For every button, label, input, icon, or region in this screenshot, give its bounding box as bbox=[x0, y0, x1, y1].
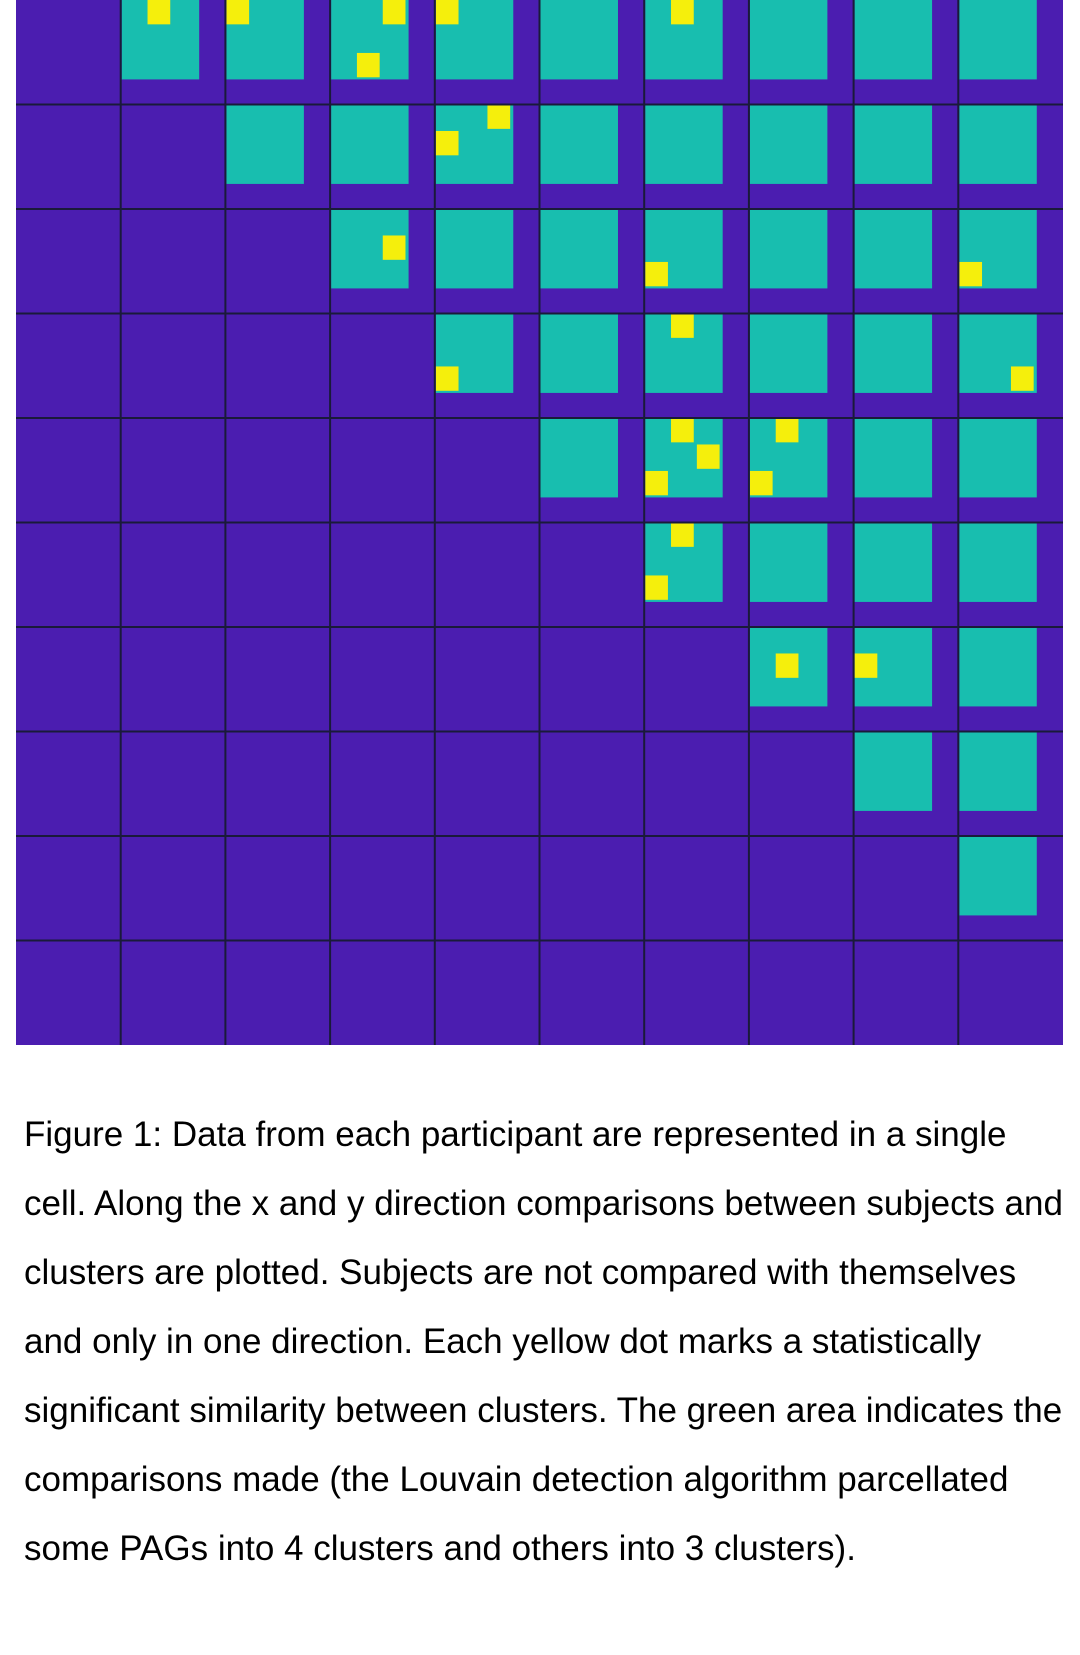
significant-dot bbox=[671, 0, 694, 25]
comparison-cell bbox=[540, 0, 618, 80]
comparison-cell bbox=[540, 313, 618, 393]
significant-dot bbox=[382, 0, 406, 25]
comparison-cell bbox=[854, 104, 933, 184]
comparison-cell bbox=[959, 627, 1037, 707]
comparison-cell bbox=[645, 104, 723, 184]
significant-dot bbox=[671, 313, 694, 338]
comparison-cell bbox=[854, 0, 933, 80]
significant-dot bbox=[382, 235, 406, 260]
comparison-cell bbox=[226, 104, 304, 184]
comparison-cell bbox=[749, 209, 828, 289]
comparison-cell bbox=[749, 522, 828, 602]
comparison-cell bbox=[854, 522, 933, 602]
comparison-cell bbox=[959, 522, 1037, 602]
comparison-cells bbox=[121, 0, 1037, 916]
comparison-cell bbox=[854, 418, 933, 498]
similarity-matrix-chart bbox=[16, 0, 1063, 1045]
significant-dot bbox=[696, 444, 720, 469]
significant-dot bbox=[775, 653, 799, 678]
comparison-cell bbox=[854, 731, 933, 811]
significant-dot bbox=[671, 418, 694, 443]
significant-dot bbox=[435, 366, 459, 391]
significant-dot bbox=[749, 470, 773, 496]
significant-dot bbox=[147, 0, 171, 25]
comparison-cell bbox=[540, 104, 618, 184]
significant-dot bbox=[435, 130, 459, 156]
significant-dot bbox=[226, 0, 250, 25]
significant-dot bbox=[645, 261, 668, 287]
comparison-cell bbox=[959, 104, 1037, 184]
significant-dot bbox=[356, 52, 380, 78]
comparison-cell bbox=[749, 313, 828, 393]
significant-dot bbox=[645, 470, 668, 496]
comparison-cell bbox=[435, 209, 514, 289]
comparison-cell bbox=[959, 0, 1037, 80]
comparison-cell bbox=[749, 0, 828, 80]
comparison-cell bbox=[854, 313, 933, 393]
comparison-cell bbox=[959, 418, 1037, 498]
comparison-cell bbox=[749, 104, 828, 184]
comparison-cell bbox=[959, 836, 1037, 916]
significant-dot bbox=[854, 653, 878, 678]
significant-dot bbox=[959, 261, 983, 287]
significant-dot bbox=[671, 522, 694, 547]
significant-dot bbox=[487, 104, 511, 129]
significant-dot bbox=[435, 0, 459, 25]
comparison-cell bbox=[959, 731, 1037, 811]
comparison-cell bbox=[854, 209, 933, 289]
significant-dot bbox=[1010, 366, 1034, 391]
grid-lines bbox=[16, 0, 1063, 1045]
comparison-cell bbox=[331, 104, 409, 184]
comparison-cell bbox=[540, 209, 618, 289]
significant-dot bbox=[775, 418, 799, 443]
figure-caption: Figure 1: Data from each participant are… bbox=[24, 1115, 1063, 1568]
comparison-cell bbox=[540, 418, 618, 498]
significant-dots bbox=[147, 0, 1034, 678]
significant-dot bbox=[645, 575, 668, 600]
